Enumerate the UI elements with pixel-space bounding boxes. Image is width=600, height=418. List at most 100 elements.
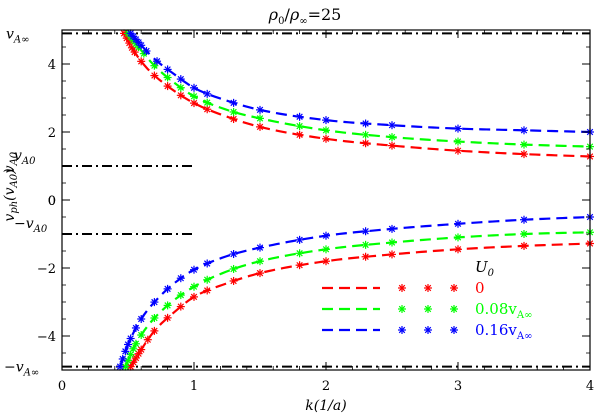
data-point-4-10: [203, 275, 212, 284]
y-tick-label-3: 2: [48, 126, 56, 141]
legend-label-1: 0.08vA∞: [475, 300, 532, 321]
axes: [61, 29, 591, 371]
data-point-3-14: [322, 257, 330, 266]
data-point-0-18: [520, 150, 528, 159]
x-tick-label-0: 0: [58, 379, 66, 394]
data-point-0-4: [130, 48, 139, 57]
data-point-4-7: [163, 301, 172, 310]
data-point-4-15: [361, 240, 370, 249]
data-point-5-1: [118, 354, 127, 363]
data-point-3-18: [520, 241, 528, 250]
data-point-5-17: [388, 224, 396, 233]
data-point-2-15: [361, 119, 370, 128]
x-tick-label-1: 1: [190, 379, 198, 394]
data-point-5-7: [150, 298, 159, 307]
series-0: [120, 29, 594, 161]
data-point-1-12: [256, 114, 264, 123]
series-line-1: [127, 32, 591, 148]
data-point-0-14: [322, 134, 330, 143]
data-point-4-8: [176, 291, 185, 300]
data-point-5-11: [203, 259, 212, 268]
data-point-3-8: [176, 302, 185, 311]
data-point-5-3: [124, 340, 132, 349]
data-point-4-9: [190, 282, 198, 291]
legend-marker-2-1: [424, 326, 432, 334]
data-point-2-16: [388, 121, 396, 130]
data-point-0-11: [229, 115, 238, 124]
legend-marker-0-0: [398, 284, 406, 292]
data-point-4-5: [137, 331, 146, 340]
data-point-1-16: [388, 133, 396, 142]
data-point-4-2: [126, 350, 135, 359]
labels: 0 1 2 3 4 −4 −2 0 2 4 0 k(1/a) vph(vA0) vA∞ vA0 −vA0 −vA…: [2, 26, 594, 414]
data-point-1-14: [322, 126, 330, 135]
ref-label-vAinf: vA∞: [6, 26, 29, 45]
data-point-3-9: [190, 292, 198, 301]
data-point-1-15: [361, 130, 370, 139]
data-point-3-7: [163, 313, 172, 322]
data-point-4-13: [295, 249, 304, 258]
legend-marker-0-2: [450, 284, 458, 292]
plot-area: [62, 29, 594, 371]
data-point-0-13: [295, 130, 304, 139]
x-tick-label-3: 3: [454, 379, 462, 394]
legend-label-0: 0: [475, 279, 485, 297]
series-line-0: [123, 32, 591, 158]
legend-marker-0-1: [424, 284, 432, 292]
data-point-0-7: [163, 82, 172, 91]
data-point-2-11: [229, 98, 238, 107]
ref-label-neg-vA0: −vA0: [14, 216, 48, 235]
data-point-4-4: [131, 339, 140, 348]
data-point-5-16: [361, 227, 370, 236]
data-point-0-9: [190, 99, 198, 108]
data-point-2-12: [256, 105, 264, 114]
series-line-4: [124, 231, 591, 368]
data-point-5-15: [322, 231, 330, 240]
x-tick-label-2: 2: [322, 379, 330, 394]
series-line-2: [129, 32, 591, 134]
data-point-3-3: [134, 349, 143, 358]
data-point-0-10: [203, 105, 212, 114]
data-point-3-5: [143, 335, 152, 344]
data-point-1-17: [454, 137, 462, 146]
data-point-3-16: [388, 250, 396, 259]
legend-marker-1-0: [398, 305, 406, 313]
data-point-3-2: [131, 353, 140, 362]
y-axis-title-extra: vA0: [2, 151, 20, 173]
data-point-5-13: [256, 243, 264, 252]
data-point-1-18: [520, 140, 528, 149]
data-point-5-12: [229, 250, 238, 259]
data-point-5-18: [454, 219, 462, 228]
data-point-1-8: [176, 83, 185, 92]
series-3: [126, 239, 594, 371]
x-axis-title: k(1/a): [305, 398, 346, 414]
data-point-3-13: [295, 261, 304, 270]
data-point-2-18: [520, 126, 528, 135]
data-point-5-6: [137, 315, 146, 323]
legend-marker-1-2: [450, 305, 458, 313]
data-point-4-18: [520, 230, 528, 238]
legend-label-2: 0.16vA∞: [475, 321, 532, 342]
data-point-3-6: [150, 326, 159, 335]
x-tick-label-4: 4: [586, 379, 594, 394]
data-point-4-17: [454, 233, 462, 242]
y-tick-label-1: −2: [37, 262, 56, 277]
data-point-0-12: [256, 122, 264, 131]
series-line-5: [119, 215, 591, 367]
series-1: [124, 29, 594, 151]
data-point-1-9: [190, 92, 198, 101]
data-point-5-4: [126, 334, 135, 343]
data-point-0-15: [361, 139, 370, 148]
data-point-1-6: [150, 61, 159, 70]
data-point-3-12: [256, 269, 264, 278]
data-point-1-10: [203, 98, 212, 107]
data-point-1-13: [295, 122, 304, 131]
legend-marker-2-2: [450, 326, 458, 334]
data-point-1-11: [229, 107, 238, 116]
ref-label-vA0: vA0: [14, 148, 36, 167]
data-point-0-5: [137, 57, 146, 66]
data-point-2-13: [295, 112, 304, 121]
data-point-0-16: [388, 141, 396, 150]
data-point-2-4: [137, 41, 146, 50]
series-4: [121, 228, 594, 371]
